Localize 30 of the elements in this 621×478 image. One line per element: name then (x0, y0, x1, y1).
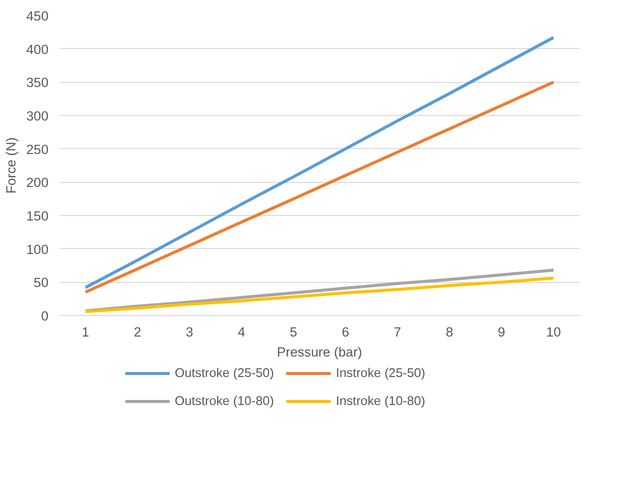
legend-label: Instroke (25-50) (336, 366, 426, 380)
x-tick-label: 2 (134, 324, 142, 340)
y-tick-label: 100 (26, 242, 49, 257)
legend-label: Outstroke (25-50) (174, 366, 274, 380)
line-series (84, 80, 555, 294)
x-tick-label: 5 (290, 324, 298, 340)
line-series (84, 268, 555, 312)
line-series (84, 36, 555, 289)
y-axis-title: Force (N) (3, 137, 18, 194)
y-tick-label: 350 (26, 75, 49, 90)
x-tick-label: 9 (498, 324, 506, 340)
x-axis-title: Pressure (bar) (276, 344, 362, 360)
legend-label: Instroke (10-80) (336, 394, 426, 408)
line-series (84, 276, 555, 313)
legend-label: Outstroke (10-80) (174, 394, 274, 408)
x-tick-label: 10 (546, 324, 561, 340)
y-tick-label: 450 (26, 8, 49, 24)
y-tick-label: 250 (26, 142, 49, 157)
x-tick-label: 4 (238, 324, 246, 340)
y-tick-label: 50 (34, 275, 49, 290)
y-tick-label: 200 (26, 175, 49, 190)
y-tick-label: 0 (41, 308, 49, 324)
y-tick-label: 400 (26, 42, 49, 57)
x-tick-label: 3 (186, 324, 194, 340)
y-tick-label: 300 (26, 108, 49, 124)
x-tick-label: 1 (82, 324, 90, 340)
y-tick-label: 150 (26, 208, 49, 224)
x-tick-label: 7 (394, 324, 402, 340)
x-tick-label: 6 (342, 324, 350, 340)
x-tick-label: 8 (446, 324, 454, 340)
